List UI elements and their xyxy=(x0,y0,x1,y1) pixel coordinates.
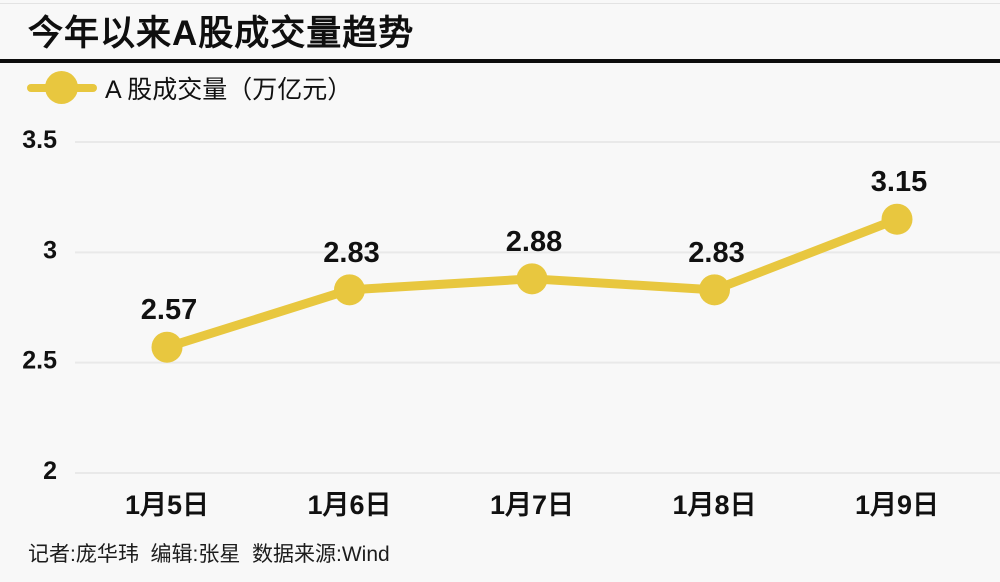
x-tick-label: 1月5日 xyxy=(125,490,209,520)
data-point-marker xyxy=(151,331,183,363)
data-point-label: 2.83 xyxy=(323,237,379,269)
y-tick-label: 3 xyxy=(43,236,57,264)
data-point-label: 2.83 xyxy=(688,237,744,269)
data-point-marker xyxy=(881,203,913,235)
y-tick-label: 3.5 xyxy=(22,126,57,154)
data-point-label: 2.88 xyxy=(506,226,562,258)
y-tick-label: 2 xyxy=(43,457,57,485)
data-point-marker xyxy=(516,263,548,295)
x-tick-label: 1月8日 xyxy=(672,490,756,520)
legend-label: A 股成交量（万亿元） xyxy=(105,76,353,104)
title-divider xyxy=(0,59,1000,63)
data-point-label: 2.57 xyxy=(141,294,197,326)
x-tick-label: 1月9日 xyxy=(855,490,939,520)
data-point-label: 3.15 xyxy=(871,166,927,198)
legend-line-marker-icon xyxy=(27,71,97,105)
top-divider xyxy=(0,3,1000,4)
legend-dot-icon xyxy=(45,71,78,104)
page-title: 今年以来A股成交量趋势 xyxy=(28,14,415,53)
data-point-marker xyxy=(699,274,730,306)
credits-footer: 记者:庞华玮 编辑:张星 数据来源:Wind xyxy=(28,543,390,566)
y-tick-label: 2.5 xyxy=(22,347,57,375)
chart-legend: A 股成交量（万亿元） xyxy=(27,71,352,105)
x-tick-label: 1月7日 xyxy=(490,490,574,520)
x-tick-label: 1月6日 xyxy=(307,490,391,520)
data-point-marker xyxy=(334,274,365,306)
